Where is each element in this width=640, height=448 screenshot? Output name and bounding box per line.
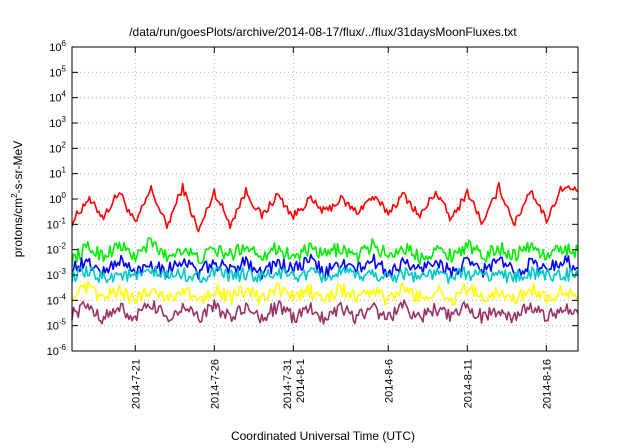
x-tick-label: 2014-8-16: [541, 359, 553, 409]
y-tick-label-base: 10: [47, 346, 59, 358]
y-axis-label-rest: -s-sr-MeV: [11, 141, 25, 194]
y-axis-label-unit: protons/cm: [11, 198, 25, 257]
y-tick-label-base: 10: [49, 42, 61, 54]
y-tick-label-exponent: -2: [59, 242, 67, 251]
y-tick-label: 104: [49, 90, 66, 105]
y-tick-label: 10-2: [47, 242, 67, 257]
y-tick-label-exponent: -4: [59, 292, 67, 301]
y-tick-label: 10-1: [47, 216, 67, 231]
y-tick-label-base: 10: [47, 321, 59, 333]
y-tick-label-base: 10: [49, 118, 61, 130]
y-tick-label: 105: [49, 64, 66, 79]
y-tick-label: 102: [49, 140, 66, 155]
y-tick-label-base: 10: [49, 67, 61, 79]
y-tick-label: 10-5: [47, 318, 67, 333]
series-line: [71, 265, 579, 285]
y-tick-label-base: 10: [47, 245, 59, 257]
y-tick-label-exponent: -3: [59, 267, 67, 276]
series-line: [71, 299, 579, 325]
series-line: [71, 253, 579, 280]
y-tick-label-base: 10: [47, 270, 59, 282]
y-tick-label: 100: [49, 191, 66, 206]
y-tick-label: 103: [49, 115, 66, 130]
y-tick-label: 10-3: [47, 267, 67, 282]
x-tick-label: 2014-8-1: [295, 359, 307, 403]
x-axis-ticks: 2014-7-21 2014-7-26 2014-7-31 2014-8-1 2014-…: [130, 47, 553, 409]
y-axis-label: protons/cm2-s-sr-MeV: [10, 141, 25, 257]
y-axis-label-exponent: 2: [10, 193, 19, 198]
y-tick-label-exponent: 4: [62, 90, 67, 99]
x-tick-label: 2014-7-31: [282, 359, 294, 409]
y-tick-label-exponent: 1: [62, 166, 67, 175]
y-tick-label-exponent: -6: [59, 343, 67, 352]
series-line: [71, 182, 579, 233]
y-tick-label-base: 10: [49, 143, 61, 155]
y-tick-label-exponent: 2: [62, 140, 67, 149]
x-tick-label: 2014-7-26: [209, 359, 221, 409]
chart-title: /data/run/goesPlots/archive/2014-08-17/f…: [129, 25, 517, 39]
y-tick-label-base: 10: [49, 93, 61, 105]
y-axis-ticks: 10-610-510-410-310-210-11001011021031041…: [47, 39, 578, 358]
y-tick-label-exponent: -5: [59, 318, 67, 327]
y-tick-label: 10-4: [47, 292, 67, 307]
series-lines: [71, 182, 579, 325]
y-tick-label-base: 10: [47, 295, 59, 307]
y-tick-label-exponent: 0: [62, 191, 67, 200]
y-tick-label: 106: [49, 39, 66, 54]
y-tick-label: 101: [49, 166, 66, 181]
x-axis-label: Coordinated Universal Time (UTC): [231, 429, 415, 443]
y-tick-label-exponent: 3: [62, 115, 67, 124]
x-tick-label: 2014-8-11: [462, 359, 474, 408]
y-tick-label-exponent: -1: [59, 216, 67, 225]
y-tick-label-base: 10: [47, 219, 59, 231]
y-tick-label-exponent: 6: [62, 39, 67, 48]
y-tick-label: 10-6: [47, 343, 67, 358]
x-tick-label: 2014-7-21: [130, 359, 142, 409]
series-line: [71, 280, 579, 306]
y-tick-label-base: 10: [49, 169, 61, 181]
y-tick-label-exponent: 5: [62, 64, 67, 73]
series-line: [71, 237, 579, 267]
y-tick-label-base: 10: [49, 194, 61, 206]
x-tick-label: 2014-8-6: [383, 359, 395, 403]
